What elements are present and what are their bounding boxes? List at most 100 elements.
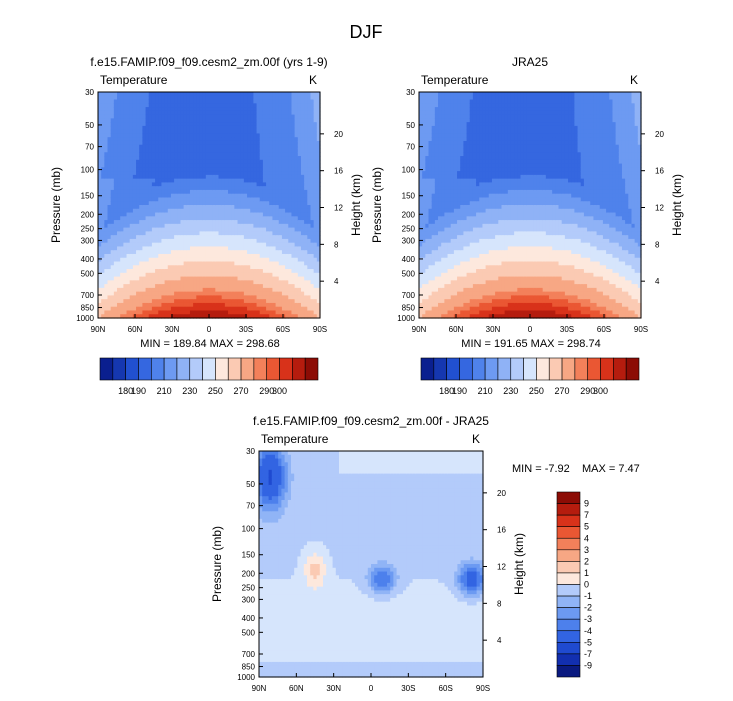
contour-cell xyxy=(275,182,280,187)
contour-cell xyxy=(123,314,128,319)
contour-cell xyxy=(136,265,140,270)
contour-cell xyxy=(256,156,261,161)
contour-cell xyxy=(266,103,270,108)
contour-cell xyxy=(297,133,302,138)
contour-cell xyxy=(218,295,223,300)
contour-cell xyxy=(117,253,121,259)
contour-cell xyxy=(205,208,210,214)
contour-cell xyxy=(275,231,280,236)
contour-cell xyxy=(193,269,197,274)
contour-cell xyxy=(139,272,143,278)
contour-cell xyxy=(425,167,430,172)
contour-cell xyxy=(129,284,134,289)
contour-cell xyxy=(316,174,321,180)
contour-cell xyxy=(291,178,296,183)
contour-cell xyxy=(294,171,299,176)
contour-cell xyxy=(193,299,197,304)
contour-cell xyxy=(266,171,270,176)
contour-cell xyxy=(151,242,156,248)
contour-cell xyxy=(145,284,150,289)
contour-cell xyxy=(117,250,121,255)
contour-cell xyxy=(221,238,226,244)
contour-cell xyxy=(237,144,242,150)
contour-cell xyxy=(307,193,312,199)
contour-cell xyxy=(136,253,140,259)
contour-cell xyxy=(136,178,140,183)
contour-cell xyxy=(243,306,248,312)
contour-cell xyxy=(294,235,299,240)
contour-cell xyxy=(98,103,102,108)
contour-cell xyxy=(431,163,436,168)
contour-cell xyxy=(428,314,433,319)
contour-cell xyxy=(428,122,433,127)
contour-cell xyxy=(183,122,188,127)
contour-cell xyxy=(199,110,204,116)
contour-cell xyxy=(266,284,270,289)
contour-cell xyxy=(250,235,254,240)
contour-cell xyxy=(291,152,296,157)
contour-cell xyxy=(304,272,308,278)
contour-cell xyxy=(313,235,318,240)
contour-cell xyxy=(269,201,274,206)
contour-cell xyxy=(202,99,207,104)
contour-cell xyxy=(434,272,439,278)
contour-cell xyxy=(107,231,112,236)
contour-cell xyxy=(104,284,109,289)
contour-cell xyxy=(110,216,115,221)
contour-cell xyxy=(419,110,423,116)
contour-cell xyxy=(139,227,143,232)
contour-cell xyxy=(431,122,436,127)
contour-cell xyxy=(170,208,175,214)
contour-cell xyxy=(291,295,296,300)
contour-cell xyxy=(212,163,216,168)
contour-cell xyxy=(288,235,293,240)
contour-cell xyxy=(104,220,109,225)
contour-cell xyxy=(177,242,182,248)
contour-cell xyxy=(101,302,105,308)
contour-cell xyxy=(240,306,245,312)
contour-cell xyxy=(117,220,121,225)
contour-cell xyxy=(300,156,305,161)
contour-cell xyxy=(291,137,296,142)
contour-cell xyxy=(272,156,277,161)
contour-cell xyxy=(218,193,223,199)
contour-cell xyxy=(161,99,166,104)
contour-cell xyxy=(129,125,134,131)
contour-cell xyxy=(228,129,232,135)
contour-cell xyxy=(243,144,248,150)
contour-cell xyxy=(120,103,124,108)
contour-cell xyxy=(123,250,128,255)
contour-cell xyxy=(231,110,235,116)
contour-cell xyxy=(212,216,216,221)
contour-cell xyxy=(123,133,128,138)
contour-cell xyxy=(259,261,264,266)
contour-cell xyxy=(450,212,455,217)
contour-cell xyxy=(110,189,115,195)
contour-cell xyxy=(247,197,251,202)
contour-cell xyxy=(224,171,229,176)
contour-cell xyxy=(167,186,172,191)
contour-cell xyxy=(170,156,175,161)
contour-cell xyxy=(431,250,436,255)
contour-cell xyxy=(189,159,194,165)
contour-cell xyxy=(281,227,286,232)
contour-cell xyxy=(444,212,449,217)
contour-cell xyxy=(120,242,124,248)
contour-cell xyxy=(142,310,147,315)
contour-cell xyxy=(183,182,188,187)
contour-cell xyxy=(123,295,128,300)
contour-cell xyxy=(453,287,458,293)
contour-cell xyxy=(161,242,166,248)
contour-cell xyxy=(291,156,296,161)
contour-cell xyxy=(447,246,452,251)
contour-cell xyxy=(447,122,452,127)
contour-cell xyxy=(129,197,134,202)
contour-cell xyxy=(304,171,308,176)
contour-cell xyxy=(231,250,235,255)
contour-cell xyxy=(180,144,185,150)
contour-cell xyxy=(310,291,315,296)
contour-cell xyxy=(288,280,293,285)
contour-cell xyxy=(431,242,436,248)
contour-cell xyxy=(447,171,452,176)
contour-cell xyxy=(281,197,286,202)
